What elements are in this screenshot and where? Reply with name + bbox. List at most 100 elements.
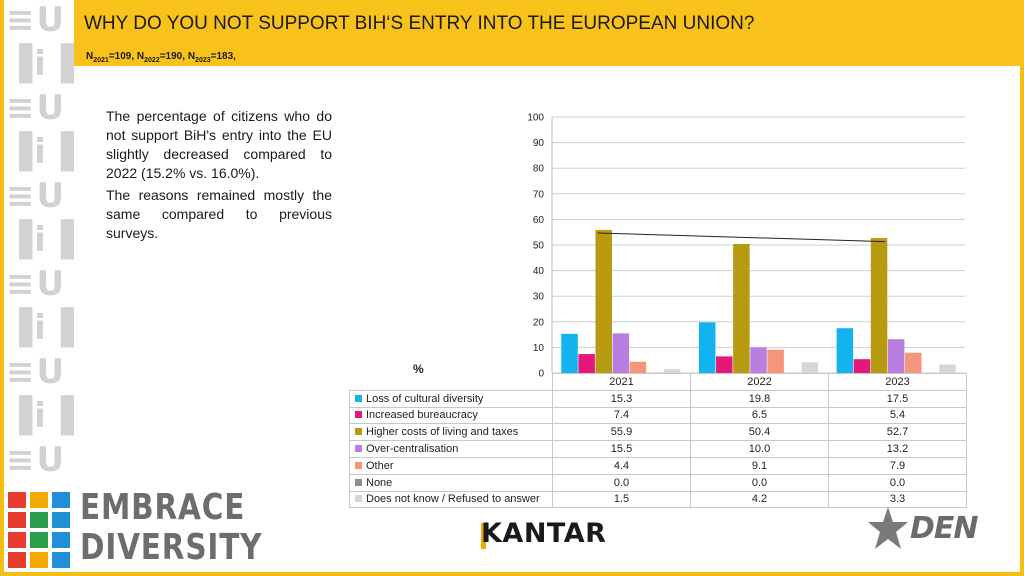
bar bbox=[887, 339, 905, 373]
legend-swatch bbox=[355, 495, 362, 503]
decorative-pattern: ▐i▐ bbox=[6, 308, 74, 348]
den-star-icon bbox=[868, 507, 908, 549]
kantar-logo: KANTAR bbox=[481, 518, 607, 549]
table-cell: 17.5 bbox=[828, 389, 967, 408]
table-cell: 0.0 bbox=[552, 473, 691, 492]
logo-tile bbox=[30, 512, 48, 528]
legend-swatch bbox=[355, 445, 362, 453]
y-tick-label: 0 bbox=[538, 369, 544, 379]
legend-swatch bbox=[355, 394, 362, 402]
y-tick-label: 20 bbox=[533, 317, 545, 328]
y-tick-label: 40 bbox=[533, 266, 545, 277]
logo-tile bbox=[30, 532, 48, 548]
bar bbox=[870, 238, 888, 373]
title-bar: WHY DO YOU NOT SUPPORT BIH‘S ENTRY INTO … bbox=[74, 0, 1024, 66]
legend-label: Higher costs of living and taxes bbox=[366, 426, 519, 439]
legend-entry: Higher costs of living and taxes bbox=[349, 423, 553, 442]
sample-2021: N2021=109, bbox=[86, 51, 137, 64]
table-corner bbox=[349, 373, 553, 391]
legend-entry: None bbox=[349, 473, 553, 492]
legend-swatch bbox=[355, 478, 362, 486]
unit-label: % bbox=[413, 362, 424, 376]
legend-entry: Does not know / Refused to answer bbox=[349, 490, 553, 509]
bar-chart: 0 10 20 30 40 50 60 70 80 90 100 bbox=[527, 113, 965, 379]
bar bbox=[905, 352, 922, 373]
table-cell: 52.7 bbox=[828, 423, 967, 442]
table-row: Other 4.4 9.1 7.9 bbox=[349, 456, 967, 475]
table-row: Increased bureaucracy 7.4 6.5 5.4 bbox=[349, 406, 967, 425]
table-cell: 15.3 bbox=[552, 389, 691, 408]
table-cell: 13.2 bbox=[828, 440, 967, 458]
kantar-logo-mark bbox=[481, 523, 486, 549]
legend-label: Over-centralisation bbox=[366, 443, 459, 456]
y-tick-label: 30 bbox=[533, 292, 545, 303]
description-paragraph-1: The percentage of citizens who do not su… bbox=[106, 108, 332, 181]
table-row: None 0.0 0.0 0.0 bbox=[349, 473, 967, 492]
legend-label: Does not know / Refused to answer bbox=[366, 493, 540, 506]
y-tick-label: 70 bbox=[533, 189, 545, 200]
decorative-pattern: ≡U bbox=[6, 264, 67, 304]
table-cell: 6.5 bbox=[690, 406, 829, 425]
y-tick-label: 10 bbox=[533, 343, 545, 354]
table-header-2022: 2022 bbox=[690, 373, 829, 391]
logo-tile bbox=[52, 552, 70, 568]
bih-eu-logo-mark bbox=[8, 492, 72, 568]
decorative-pattern: ≡U bbox=[6, 88, 67, 128]
table-cell: 15.5 bbox=[552, 440, 691, 458]
bar bbox=[629, 361, 647, 373]
logo-tile bbox=[52, 492, 70, 508]
trendline bbox=[597, 232, 886, 243]
table-cell: 7.9 bbox=[828, 456, 967, 475]
legend-label: None bbox=[366, 476, 393, 489]
decorative-pattern: ≡U bbox=[6, 352, 67, 392]
table-cell: 3.3 bbox=[828, 490, 967, 509]
legend-swatch bbox=[355, 428, 362, 436]
embrace-diversity-logo: EMBRACE DIVERSITY bbox=[8, 487, 262, 570]
table-cell: 0.0 bbox=[690, 473, 829, 492]
decorative-pattern: ▐i▐ bbox=[6, 132, 74, 172]
bar bbox=[733, 243, 750, 373]
table-cell: 19.8 bbox=[690, 389, 829, 408]
table-cell: 50.4 bbox=[690, 423, 829, 442]
y-tick-label: 80 bbox=[533, 164, 545, 175]
logo-tile bbox=[52, 532, 70, 548]
sample-2022: N2022=190, bbox=[136, 51, 188, 64]
data-table: 2021 2022 2023 Loss of cultural diversit… bbox=[349, 373, 967, 509]
table-cell: 4.4 bbox=[552, 456, 691, 475]
sample-2023: N2023=183, bbox=[187, 51, 236, 64]
bar bbox=[767, 349, 784, 373]
table-cell: 5.4 bbox=[828, 406, 967, 425]
legend-entry: Over-centralisation bbox=[349, 440, 553, 458]
table-header-2021: 2021 bbox=[552, 373, 691, 391]
bar bbox=[663, 369, 681, 373]
logo-text-line1: EMBRACE bbox=[80, 487, 246, 528]
bar bbox=[801, 362, 819, 373]
bar bbox=[595, 229, 612, 373]
bar bbox=[698, 322, 716, 373]
decorative-pattern: ▐i▐ bbox=[6, 396, 74, 436]
table-row: Over-centralisation 15.5 10.0 13.2 bbox=[349, 440, 967, 458]
slide-title: WHY DO YOU NOT SUPPORT BIH‘S ENTRY INTO … bbox=[84, 13, 755, 34]
bar bbox=[836, 328, 854, 373]
bar bbox=[853, 359, 871, 373]
decorative-side-strip: ≡U ▐i▐ ≡U ▐i▐ ≡U ▐i▐ ≡U ▐i▐ ≡U ▐i▐ ≡U bbox=[0, 0, 74, 576]
bar bbox=[750, 347, 767, 373]
table-cell: 0.0 bbox=[828, 473, 967, 492]
table-cell: 55.9 bbox=[552, 423, 691, 442]
description-text: The percentage of citizens who do not su… bbox=[106, 107, 332, 243]
legend-entry: Increased bureaucracy bbox=[349, 406, 553, 425]
description-paragraph-2: The reasons remained mostly the same com… bbox=[106, 187, 332, 241]
legend-entry: Other bbox=[349, 456, 553, 475]
table-row: Loss of cultural diversity 15.3 19.8 17.5 bbox=[349, 389, 967, 408]
y-tick-label: 100 bbox=[527, 113, 544, 124]
logo-tile bbox=[52, 512, 70, 528]
den-logo: DEN bbox=[868, 505, 998, 555]
logo-tile bbox=[8, 552, 26, 568]
legend-swatch bbox=[355, 461, 362, 469]
table-row: Higher costs of living and taxes 55.9 50.4… bbox=[349, 423, 967, 442]
y-tick-label: 60 bbox=[533, 215, 545, 226]
decorative-pattern: ▐i▐ bbox=[6, 220, 74, 260]
logo-text-line2: DIVERSITY bbox=[80, 527, 263, 568]
table-header-row: 2021 2022 2023 bbox=[349, 373, 967, 391]
